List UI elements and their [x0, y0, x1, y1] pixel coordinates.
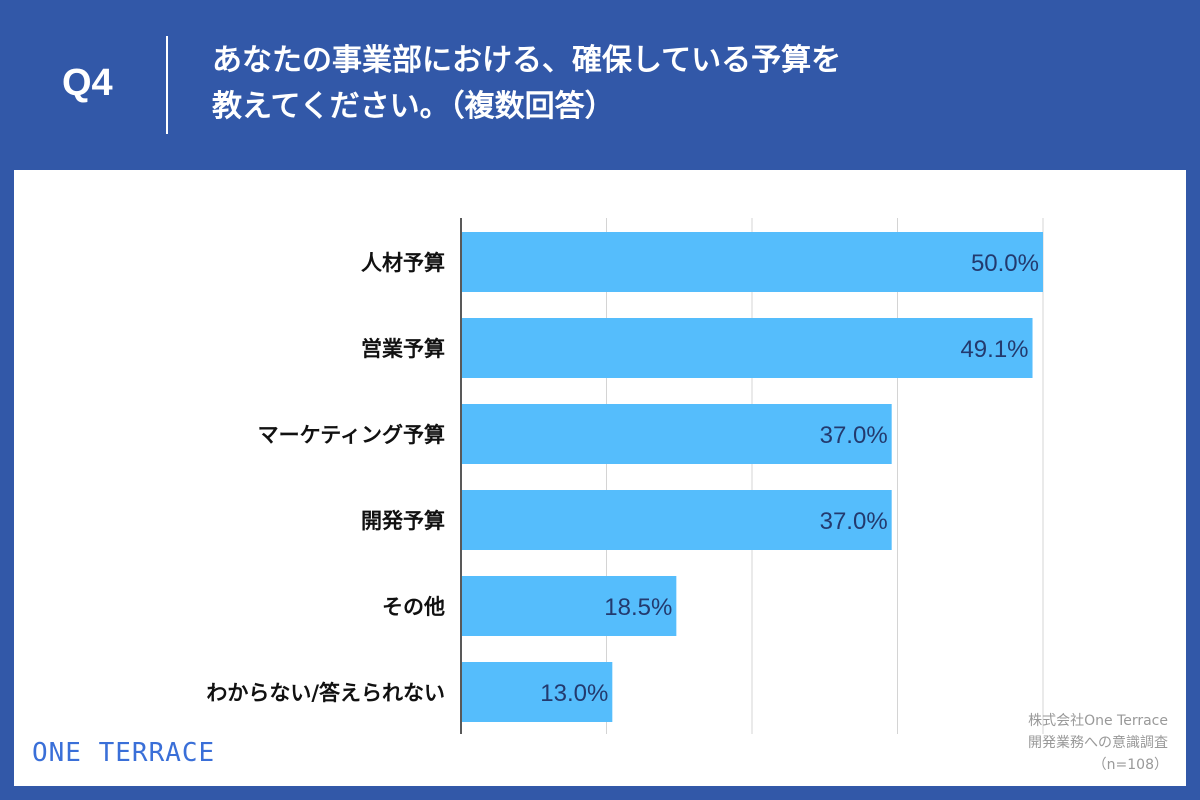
question-number: Q4: [62, 62, 113, 104]
bar: [462, 576, 677, 636]
value-label: 50.0%: [971, 250, 1039, 277]
value-label: 18.5%: [604, 594, 672, 621]
question-line-2: 教えてください。（複数回答）: [212, 89, 615, 124]
source-survey: 開発業務への意識調査: [1028, 735, 1168, 751]
category-label: わからない/答えられない: [206, 681, 445, 705]
header-divider: [166, 36, 168, 134]
category-label: 営業予算: [361, 337, 445, 361]
bar: [462, 318, 1033, 378]
category-label: 開発予算: [361, 509, 445, 533]
value-label: 37.0%: [820, 422, 888, 449]
category-label: マーケティング予算: [258, 423, 445, 447]
source-sample-size: （n=108）: [1092, 757, 1168, 773]
question-text: あなたの事業部における、確保している予算を 教えてください。（複数回答）: [212, 38, 1112, 130]
bar: [462, 662, 613, 722]
category-label: その他: [382, 595, 445, 619]
value-label: 13.0%: [540, 680, 608, 707]
category-label: 人材予算: [361, 251, 445, 275]
one-terrace-logo: ONE TERRACE: [32, 738, 216, 768]
bar: [462, 490, 892, 550]
question-line-1: あなたの事業部における、確保している予算を: [212, 43, 842, 78]
question-header: Q4 あなたの事業部における、確保している予算を 教えてください。（複数回答）: [0, 0, 1200, 170]
bar: [462, 404, 892, 464]
source-note: 株式会社One Terrace 開発業務への意識調査 （n=108）: [908, 710, 1168, 776]
source-company: 株式会社One Terrace: [1028, 713, 1168, 729]
bar: [462, 232, 1043, 292]
value-label: 49.1%: [960, 336, 1028, 363]
value-label: 37.0%: [820, 508, 888, 535]
